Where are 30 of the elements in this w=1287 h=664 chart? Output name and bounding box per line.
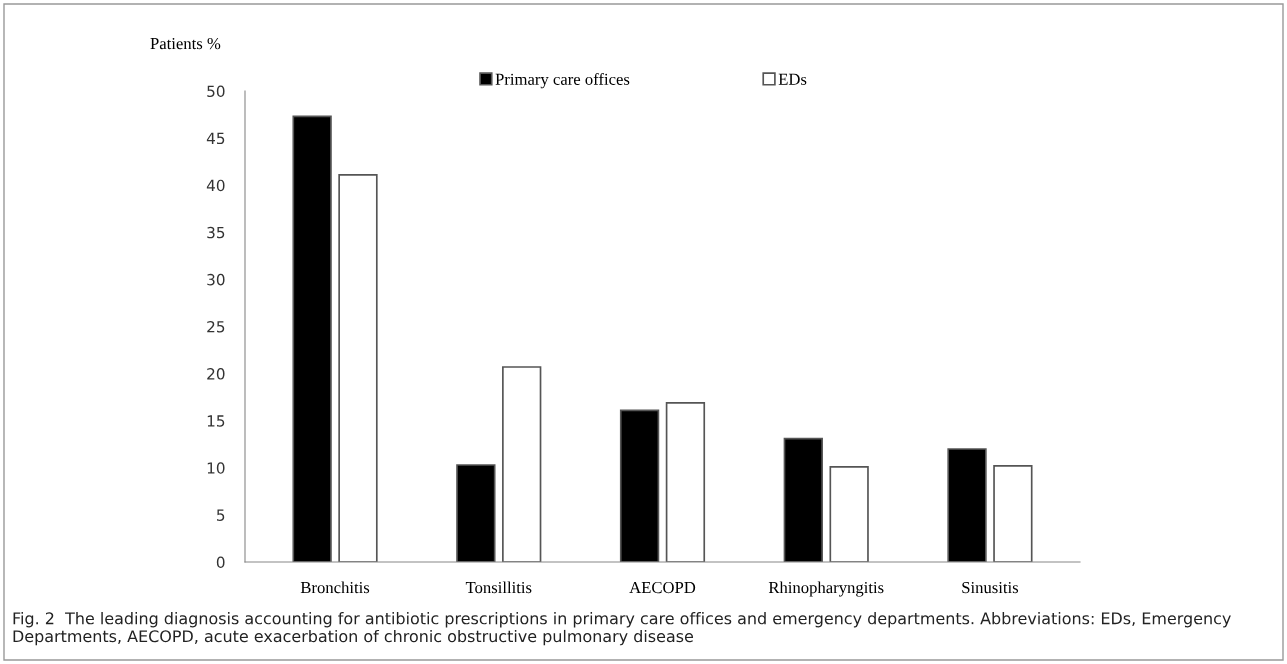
x-tick-label: Rhinopharyngitis (768, 581, 884, 597)
x-tick-label: Bronchitis (300, 581, 370, 594)
bar (783, 437, 823, 562)
bar (947, 448, 987, 562)
legend-label: EDs (778, 73, 807, 85)
bar (338, 174, 378, 562)
bar (829, 466, 869, 562)
y-tick-label: 5 (217, 509, 225, 521)
x-tick-label: Sinusitis (962, 581, 1019, 594)
bar (993, 465, 1033, 562)
bar (456, 464, 496, 562)
y-tick-label: 15 (207, 415, 225, 427)
legend-label: Primary care offices (495, 73, 630, 89)
bar (665, 401, 706, 562)
y-tick-label: 45 (206, 132, 225, 145)
x-tick-label: Tonsillitis (465, 581, 532, 594)
y-tick-label: 25 (207, 320, 225, 333)
y-tick-label: 50 (207, 85, 225, 98)
y-axis-title: Patients % (150, 37, 221, 50)
bar (619, 409, 660, 562)
y-tick-label: 30 (207, 273, 225, 286)
bar (292, 115, 332, 562)
bar (502, 366, 542, 562)
x-tick-label: AECOPD (629, 581, 696, 594)
y-tick-label: 35 (207, 226, 225, 239)
y-tick-label: 20 (207, 368, 225, 380)
caption: Fig. 2 The leading diagnosis accounting for antibiotic prescriptions in primary care offices and emergency departments. Abbreviations: EDs, Emergency Departments, AECOPD, acute exacerbation of chronic obstructive pulmonary disease (13, 612, 1231, 646)
y-tick-label: 40 (206, 179, 225, 192)
y-tick-label: 0 (216, 556, 225, 569)
y-tick-label: 10 (207, 462, 225, 474)
